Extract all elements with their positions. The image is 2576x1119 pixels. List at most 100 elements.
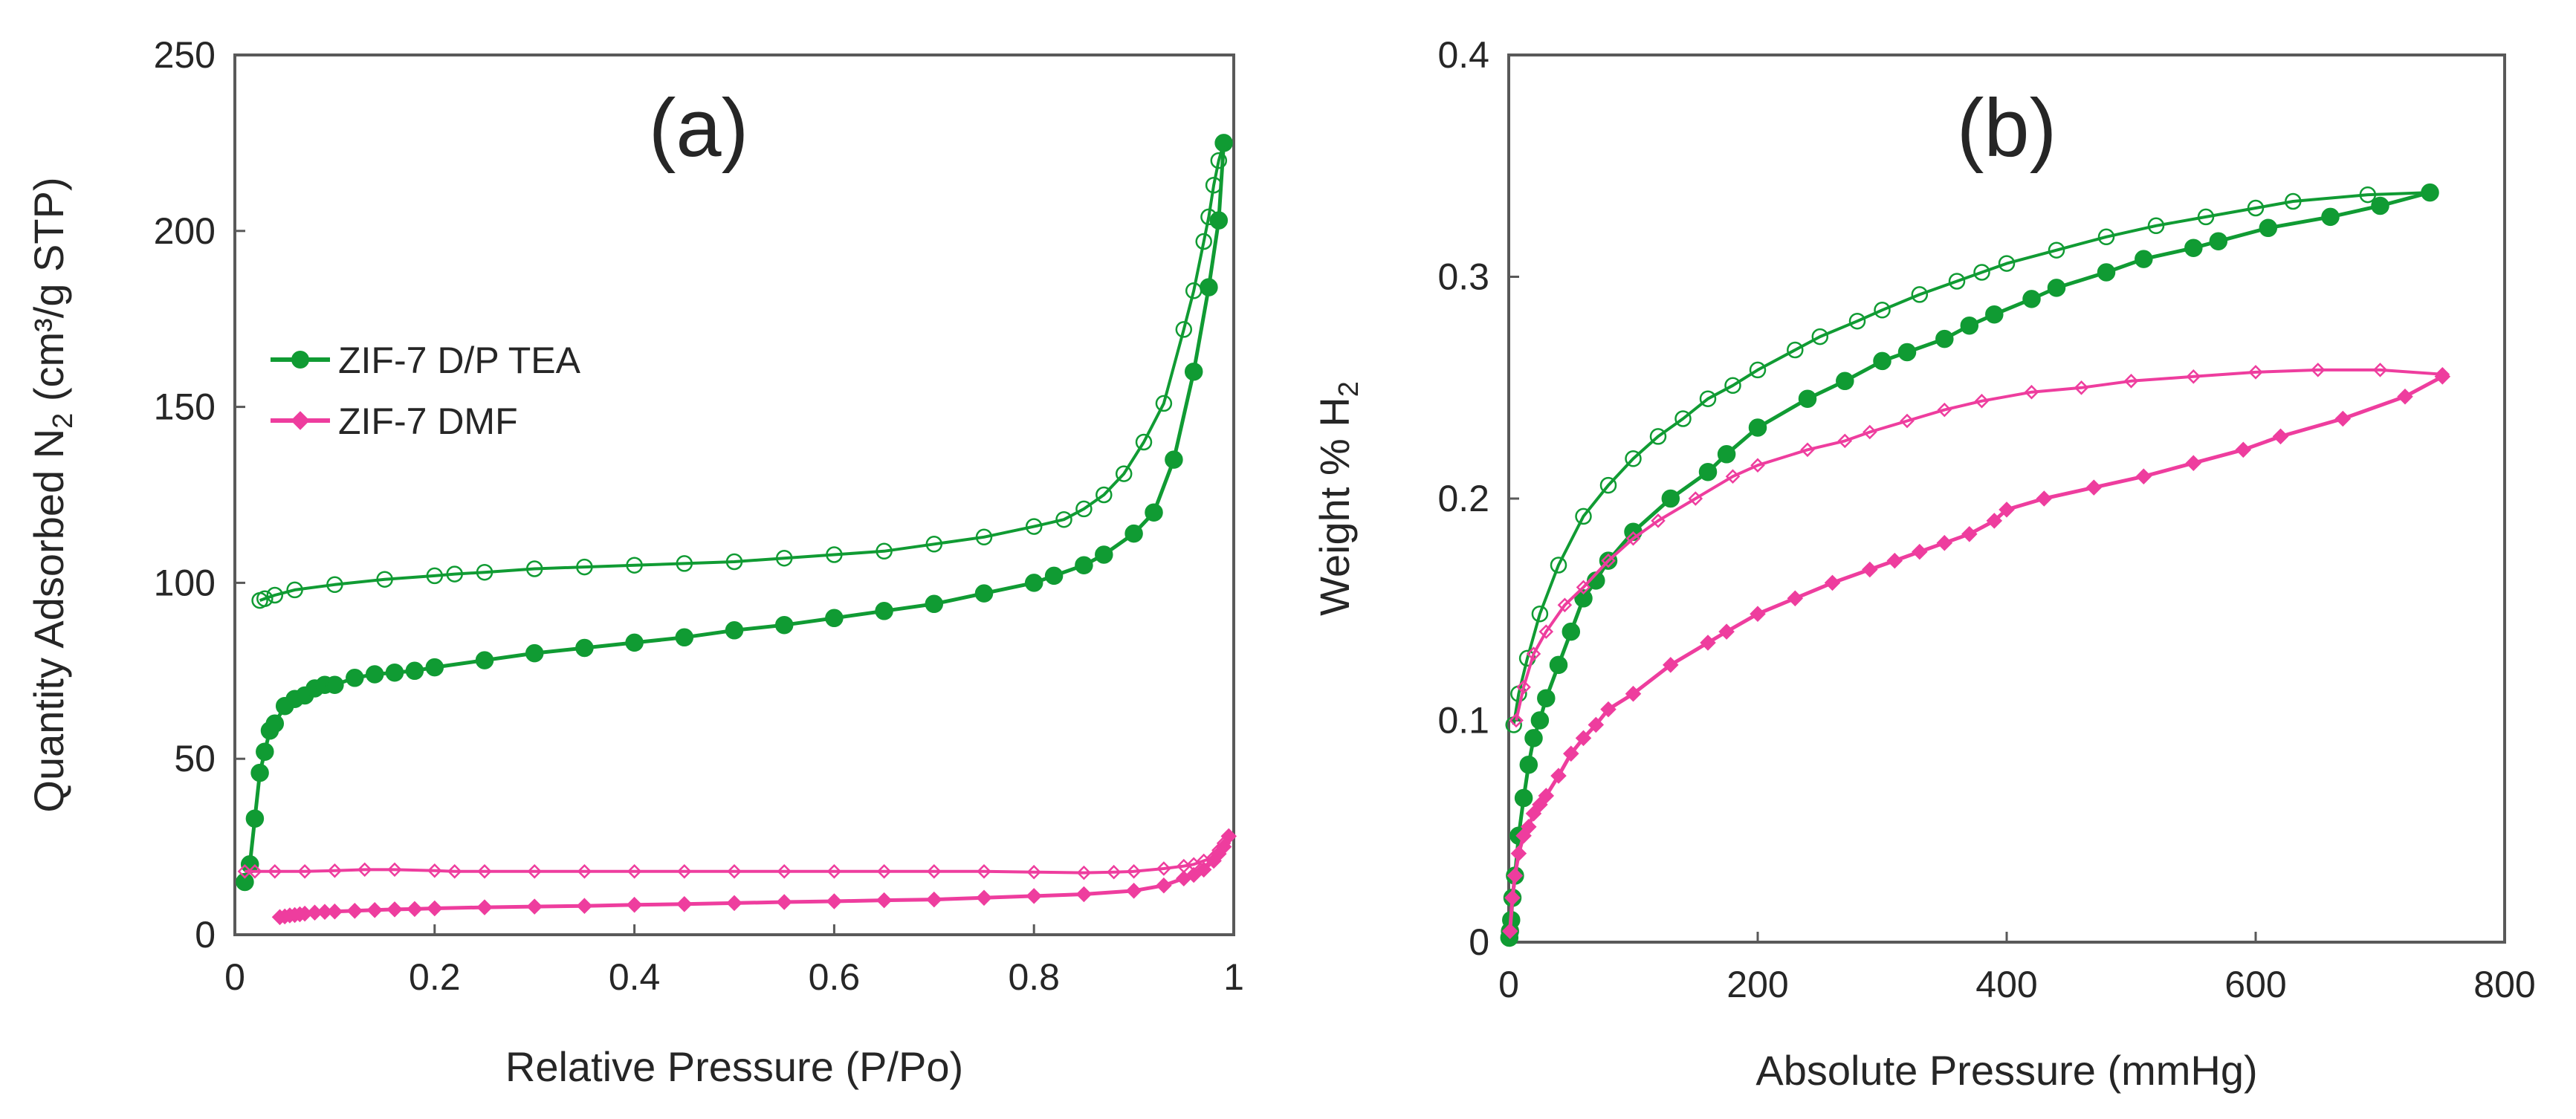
- panel-a-zif-7-d-p-tea-desorption-point: [576, 558, 593, 576]
- panel-a-zif-7-d-p-tea-desorption-line: [259, 142, 1226, 602]
- panel-a-zif-7-dmf-adsorption-point: [1156, 877, 1172, 894]
- panel-b-zif-7-d-p-tea-adsorption-point: [1897, 343, 1917, 362]
- panel-a-zif-7-d-p-tea-adsorption-point: [774, 615, 794, 635]
- panel-a-zif-7-d-p-tea-desorption-point: [876, 542, 893, 560]
- panel-a-zif-7-d-p-tea-adsorption-point: [1095, 545, 1113, 564]
- panel-b-zif-7-d-p-tea-adsorption-point: [1530, 711, 1550, 730]
- panel-b-zif-7-dmf-desorption-point: [2024, 384, 2039, 400]
- panel-b-zif-7-d-p-tea-desorption-point: [1699, 390, 1717, 407]
- panel-a-zif-7-dmf-adsorption-point: [576, 898, 593, 914]
- panel-b-zif-7-d-p-tea-desorption-line: [1512, 191, 2430, 725]
- panel-a-zif-7-dmf-adsorption-point: [976, 889, 992, 906]
- panel-b-zif-7-dmf-adsorption-point: [1787, 590, 1804, 607]
- panel-a-zif-7-d-p-tea-desorption-point: [925, 536, 943, 553]
- panel-a-zif-7-dmf-desorption-point: [327, 863, 343, 878]
- panel-a-zif-7-d-p-tea-adsorption-point: [326, 675, 344, 694]
- panel-b-zif-7-dmf-adsorption-point: [1718, 623, 1735, 640]
- panel-a-plot-frame: [233, 53, 1235, 936]
- panel-b-zif-7-d-p-tea-desorption-point: [1874, 302, 1891, 319]
- panel-a-zif-7-dmf-adsorption-point: [526, 898, 543, 915]
- panel-a-zif-7-d-p-tea-adsorption-point: [346, 669, 364, 687]
- panel-b-y-tick-label: 0.2: [1437, 478, 1489, 519]
- panel-b-y-tick-label: 0: [1469, 921, 1489, 963]
- panel-b-zif-7-d-p-tea-adsorption-point: [2097, 263, 2116, 282]
- panel-a-zif-7-d-p-tea-desorption-point: [1195, 233, 1212, 250]
- panel-a-zif-7-d-p-tea-desorption-point: [1115, 465, 1133, 482]
- panel-a-zif-7-dmf-desorption-point: [677, 864, 692, 879]
- panel-a-zif-7-d-p-tea-desorption-point: [1215, 134, 1232, 152]
- panel-b-zif-7-dmf-desorption-point: [1576, 580, 1591, 595]
- panel-a-zif-7-d-p-tea-adsorption-point: [974, 584, 994, 603]
- panel-b-zif-7-dmf-adsorption-point: [2334, 410, 2352, 427]
- panel-b-zif-7-d-p-tea-desorption-point: [2421, 184, 2439, 201]
- panel-b-zif-7-dmf-desorption-point: [1863, 424, 1877, 440]
- panel-b-zif-7-dmf-desorption-point: [2372, 363, 2388, 377]
- panel-a-zif-7-d-p-tea-adsorption-point: [425, 658, 444, 677]
- panel-a-zif-7-dmf-desorption-point: [527, 864, 542, 879]
- panel-b-zif-7-dmf-adsorption-point: [1501, 923, 1518, 939]
- panel-b-zif-7-dmf-adsorption-point: [1663, 657, 1679, 673]
- panel-b-zif-7-dmf-adsorption-point: [1961, 526, 1978, 542]
- panel-a-zif-7-dmf-desorption-point: [447, 864, 462, 879]
- panel-b-zif-7-dmf-adsorption-series: [1501, 369, 2451, 939]
- panel-a-zif-7-dmf-adsorption-point: [726, 895, 742, 912]
- panel-b-zif-7-dmf-adsorption-point: [1936, 534, 1953, 551]
- panel-b-zif-7-dmf-adsorption-point: [2036, 490, 2053, 507]
- panel-a-zif-7-d-p-tea-desorption-point: [326, 576, 343, 594]
- panel-b-zif-7-dmf-desorption-point: [1557, 597, 1573, 613]
- panel-a-zif-7-dmf-adsorption-point: [676, 896, 693, 912]
- panel-a-zif-7-d-p-tea-adsorption-point: [1024, 574, 1043, 592]
- panel-b-zif-7-d-p-tea-adsorption-point: [1748, 418, 1767, 437]
- panel-a-zif-7-d-p-tea-adsorption-point: [475, 651, 494, 669]
- panel-a-y-tick-label: 50: [174, 738, 216, 779]
- panel-a-zif-7-dmf-desorption-point: [297, 864, 312, 879]
- panel-b-zif-7-d-p-tea-adsorption-point: [1524, 729, 1543, 747]
- panel-a-zif-7-dmf-adsorption-point: [876, 892, 893, 909]
- panel-a-zif-7-d-p-tea-desorption-point: [525, 560, 543, 577]
- panel-a-zif-7-dmf-adsorption-point: [1185, 866, 1202, 883]
- panel-b-zif-7-dmf-desorption-point: [2435, 367, 2450, 382]
- panel-b-zif-7-dmf-adsorption-point: [2272, 428, 2289, 445]
- panel-b-zif-7-d-p-tea-adsorption-point: [1836, 372, 1854, 391]
- panel-b-zif-7-dmf-desorption-point: [1516, 679, 1531, 695]
- panel-b-zif-7-d-p-tea-adsorption-point: [2047, 279, 2066, 297]
- panel-b-zif-7-dmf-desorption-point: [2074, 380, 2089, 395]
- panel-a-zif-7-d-p-tea-desorption-point: [725, 553, 743, 571]
- panel-b-zif-7-d-p-tea-desorption-point: [1550, 557, 1567, 574]
- panel-a-x-tick-label: 0.8: [1008, 956, 1060, 998]
- panel-b-zif-7-dmf-adsorption-point: [1912, 543, 1928, 560]
- panel-b-zif-7-dmf-adsorption-point: [1510, 845, 1527, 862]
- panel-b-zif-7-d-p-tea-desorption-point: [1674, 410, 1692, 427]
- panel-b-x-axis-title: Absolute Pressure (mmHg): [1755, 1047, 2257, 1094]
- panel-b-zif-7-dmf-desorption-point: [1974, 393, 1990, 409]
- panel-b-zif-7-d-p-tea-desorption-point: [2097, 228, 2115, 246]
- panel-b-y-axis-title: Weight % H2: [1311, 381, 1365, 616]
- panel-a-zif-7-d-p-tea-adsorption-point: [256, 742, 274, 761]
- panel-b-zif-7-dmf-adsorption-point: [1862, 561, 1878, 578]
- panel-a-y-title-subscript: 2: [48, 413, 79, 429]
- panel-a-zif-7-d-p-tea-desorption-point: [1155, 395, 1173, 412]
- panel-a-zif-7-dmf-desorption-point: [927, 864, 942, 879]
- panel-b-zif-7-dmf-desorption-point: [1601, 553, 1616, 568]
- panel-a-zif-7-dmf-adsorption-point: [626, 896, 643, 913]
- panel-a-zif-7-d-p-tea-desorption-point: [1185, 282, 1203, 299]
- panel-b-zif-7-d-p-tea-desorption-point: [2359, 186, 2377, 204]
- panel-b-zif-7-dmf-desorption-point: [1937, 402, 1952, 418]
- panel-a-zif-7-dmf-adsorption-point: [326, 903, 343, 920]
- panel-a-zif-7-dmf-adsorption-point: [427, 900, 443, 917]
- panel-a-legend: ZIF-7 D/P TEA ZIF-7 DMF: [271, 340, 581, 442]
- panel-a-zif-7-d-p-tea-adsorption-point: [245, 809, 265, 828]
- panel-a-zif-7-dmf-adsorption-point: [476, 899, 493, 915]
- panel-b-zif-7-d-p-tea-desorption-point: [1625, 450, 1642, 467]
- panel-a-zif-7-d-p-tea-adsorption-point: [385, 663, 404, 682]
- panel-a-zif-7-d-p-tea-adsorption-point: [365, 665, 384, 684]
- panel-b-zif-7-dmf-adsorption-point: [1886, 552, 1903, 569]
- legend-marker-zif7-dp-tea: [291, 351, 309, 369]
- panel-a-zif-7-dmf-adsorption-point: [366, 902, 383, 918]
- panel-a-zif-7-d-p-tea-desorption-point: [775, 549, 793, 567]
- panel-b-zif-7-dmf-desorption-series: [1509, 363, 2450, 728]
- panel-b-zif-7-d-p-tea-desorption-point: [1531, 605, 1549, 623]
- panel-b-zif-7-d-p-tea-desorption-point: [1649, 428, 1667, 445]
- panel-b-zif-7-dmf-adsorption-point: [1986, 513, 2003, 529]
- panel-a-zif-7-d-p-tea-adsorption-point: [1044, 566, 1064, 586]
